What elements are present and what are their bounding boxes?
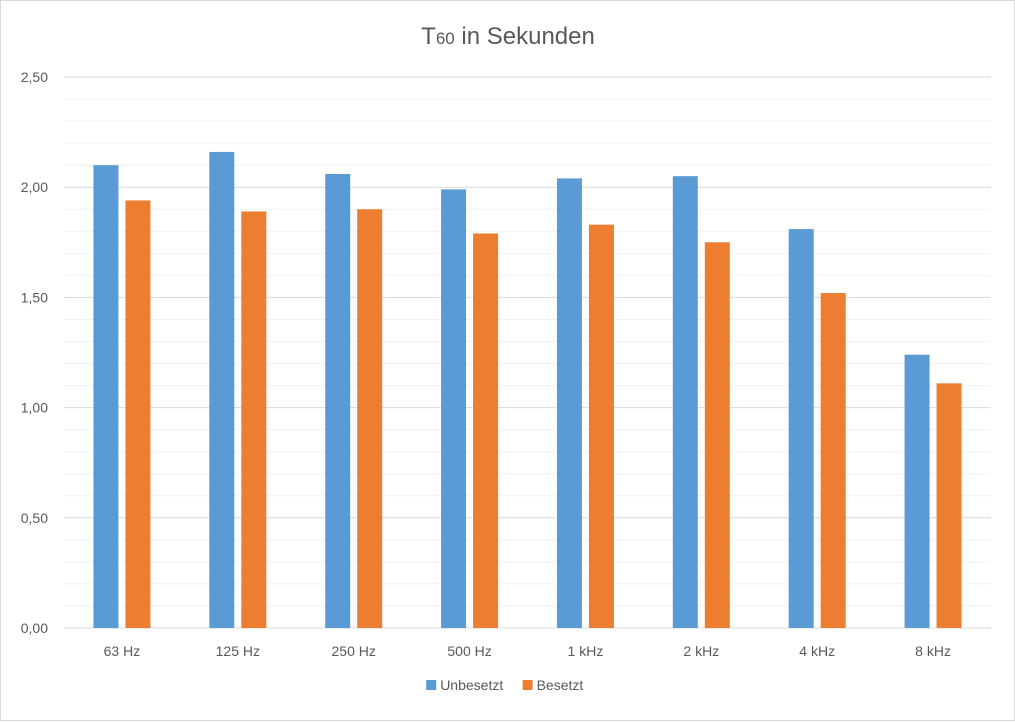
x-tick-label: 8 kHz: [915, 643, 951, 659]
chart-title-subscript: 60: [436, 29, 455, 48]
x-tick-label: 1 kHz: [568, 643, 604, 659]
bar-unbesetzt-3: [441, 189, 467, 629]
y-tick-label: 2,50: [21, 69, 48, 85]
y-axis-ticks: 0,00 0,50 1,00 1,50 2,00 2,50: [21, 69, 48, 636]
bar-unbesetzt-2: [325, 173, 351, 628]
y-tick-label: 1,00: [21, 400, 48, 416]
x-tick-label: 63 Hz: [104, 643, 141, 659]
gridlines: [64, 76, 991, 629]
y-tick-label: 2,00: [21, 179, 48, 195]
chart-title-main: T: [421, 23, 436, 50]
chart-title: T60 in Sekunden: [421, 23, 595, 50]
bar-besetzt-4: [588, 224, 614, 628]
x-tick-label: 4 kHz: [799, 643, 835, 659]
y-tick-label: 0,50: [21, 510, 48, 526]
y-tick-label: 1,50: [21, 289, 48, 305]
y-tick-label: 0,00: [21, 620, 48, 636]
bar-besetzt-7: [936, 383, 962, 628]
legend-label-besetzt: Besetzt: [537, 677, 584, 693]
bar-unbesetzt-5: [672, 176, 698, 628]
chart-title-rest: in Sekunden: [455, 23, 595, 50]
bar-besetzt-5: [704, 242, 730, 629]
x-axis-ticks: 63 Hz 125 Hz 250 Hz 500 Hz 1 kHz 2 kHz 4 kHz 8 …: [104, 643, 951, 659]
x-tick-label: 125 Hz: [216, 643, 260, 659]
bar-unbesetzt-7: [904, 354, 930, 628]
bar-besetzt-1: [241, 211, 267, 628]
bar-besetzt-6: [820, 292, 846, 628]
bars: [93, 151, 962, 629]
bar-besetzt-0: [125, 200, 151, 628]
legend-swatch-besetzt: [522, 680, 533, 690]
x-tick-label: 500 Hz: [447, 643, 491, 659]
bar-unbesetzt-1: [209, 151, 235, 628]
bar-unbesetzt-4: [556, 178, 582, 628]
bar-besetzt-2: [357, 209, 383, 629]
legend-swatch-unbesetzt: [426, 680, 437, 690]
bar-unbesetzt-0: [93, 165, 119, 628]
legend: Unbesetzt Besetzt: [426, 677, 583, 693]
bar-besetzt-3: [473, 233, 499, 628]
legend-label-unbesetzt: Unbesetzt: [440, 677, 503, 693]
x-tick-label: 2 kHz: [683, 643, 719, 659]
bar-unbesetzt-6: [788, 229, 814, 629]
x-tick-label: 250 Hz: [332, 643, 376, 659]
